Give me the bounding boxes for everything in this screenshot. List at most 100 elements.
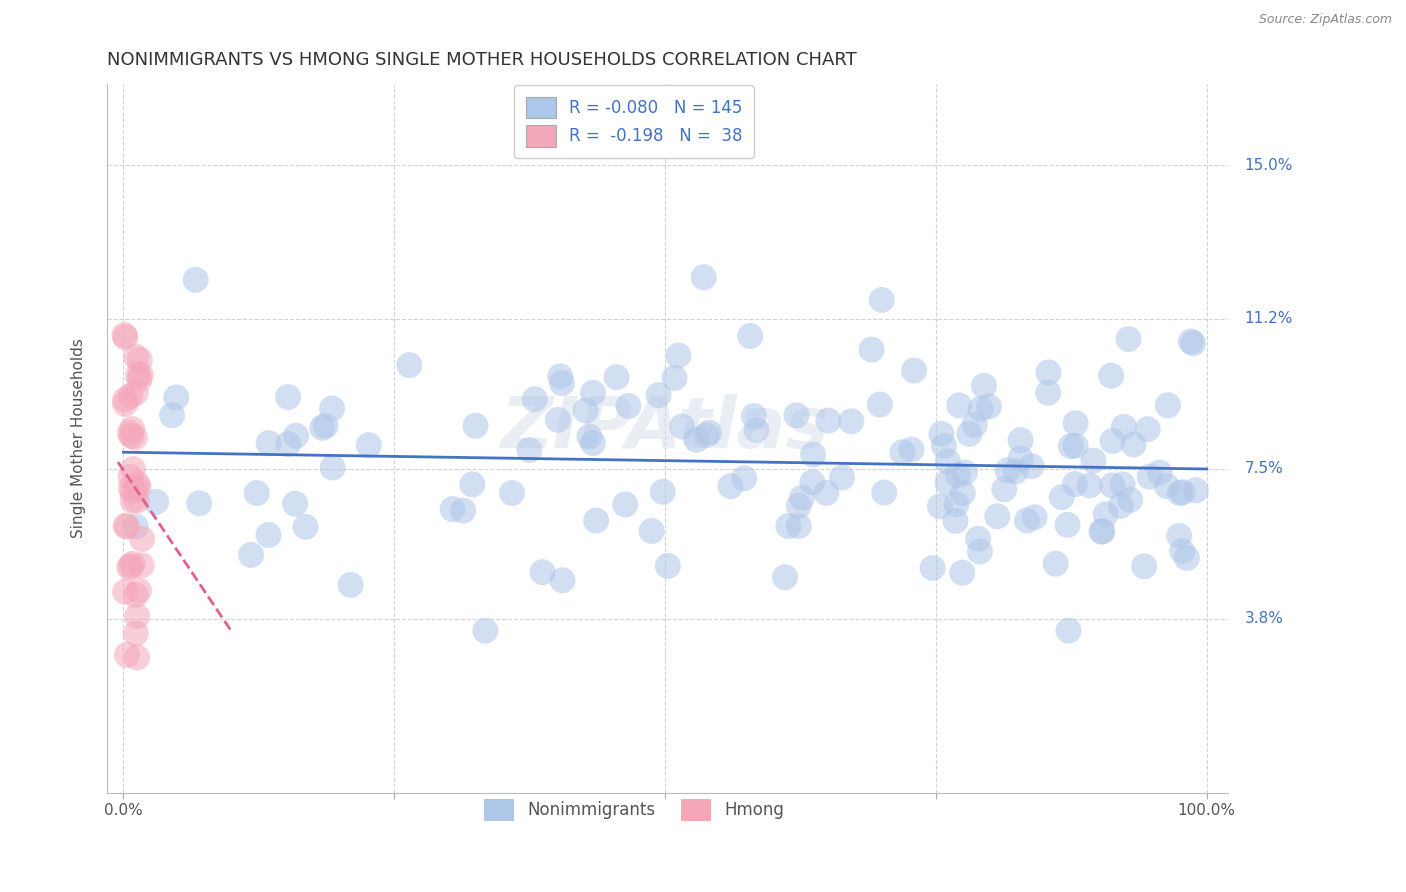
Point [1118, 332, 1140, 346]
Point [125, 626, 148, 640]
Point [740, 329, 762, 343]
Point [950, 566, 973, 580]
Point [953, 466, 976, 480]
Point [997, 463, 1019, 477]
Point [184, 273, 207, 287]
Point [790, 491, 813, 505]
Point [121, 493, 143, 508]
Point [128, 373, 150, 387]
Point [115, 519, 138, 533]
Point [548, 369, 571, 384]
Point [121, 422, 143, 436]
Text: 15.0%: 15.0% [1244, 158, 1294, 172]
Point [121, 484, 143, 499]
Point [1156, 479, 1178, 493]
Point [551, 574, 574, 588]
Point [873, 485, 896, 500]
Point [860, 343, 883, 357]
Point [931, 426, 953, 441]
Point [614, 498, 637, 512]
Point [131, 532, 153, 546]
Point [128, 583, 150, 598]
Point [1091, 524, 1114, 539]
Point [1109, 499, 1132, 513]
Point [118, 426, 141, 441]
Point [1185, 483, 1208, 498]
Point [1057, 624, 1080, 638]
Point [112, 328, 135, 343]
Point [773, 570, 796, 584]
Point [936, 475, 959, 490]
Point [969, 544, 991, 558]
Point [127, 476, 149, 491]
Point [120, 481, 142, 495]
Point [664, 371, 686, 385]
Text: 7.5%: 7.5% [1244, 461, 1284, 476]
Point [1133, 559, 1156, 574]
Point [120, 559, 142, 574]
Point [128, 352, 150, 367]
Point [501, 486, 523, 500]
Point [277, 437, 299, 451]
Point [697, 425, 720, 440]
Point [321, 401, 343, 416]
Point [145, 495, 167, 509]
Point [647, 388, 669, 402]
Point [114, 518, 136, 533]
Point [523, 392, 546, 407]
Point [606, 370, 628, 384]
Point [1180, 334, 1202, 349]
Point [357, 438, 380, 452]
Point [952, 486, 974, 500]
Point [617, 399, 640, 413]
Point [1101, 478, 1123, 492]
Point [441, 502, 464, 516]
Point [519, 443, 541, 458]
Point [257, 528, 280, 542]
Point [531, 565, 554, 579]
Text: 3.8%: 3.8% [1244, 611, 1284, 626]
Point [745, 423, 768, 437]
Point [1004, 465, 1026, 479]
Point [246, 486, 269, 500]
Point [742, 409, 765, 423]
Point [946, 467, 969, 482]
Text: Source: ZipAtlas.com: Source: ZipAtlas.com [1258, 13, 1392, 27]
Point [114, 392, 136, 407]
Point [932, 439, 955, 453]
Point [1010, 451, 1032, 466]
Point [240, 548, 263, 562]
Point [977, 400, 1000, 414]
Point [1064, 417, 1087, 431]
Point [1168, 529, 1191, 543]
Point [801, 475, 824, 490]
Point [114, 397, 136, 411]
Point [986, 509, 1008, 524]
Point [1083, 453, 1105, 467]
Point [315, 418, 337, 433]
Point [339, 578, 361, 592]
Point [114, 584, 136, 599]
Point [666, 349, 689, 363]
Point [122, 462, 145, 476]
Point [967, 532, 990, 546]
Point [547, 413, 569, 427]
Point [277, 390, 299, 404]
Point [1094, 507, 1116, 521]
Point [165, 391, 187, 405]
Point [551, 376, 574, 391]
Point [801, 448, 824, 462]
Point [720, 479, 742, 493]
Point [575, 403, 598, 417]
Point [1182, 336, 1205, 351]
Point [125, 493, 148, 508]
Point [891, 445, 914, 459]
Point [671, 419, 693, 434]
Point [1136, 422, 1159, 436]
Point [1060, 439, 1083, 453]
Point [1064, 477, 1087, 491]
Point [128, 480, 150, 494]
Point [1175, 551, 1198, 566]
Point [188, 496, 211, 510]
Point [1078, 478, 1101, 492]
